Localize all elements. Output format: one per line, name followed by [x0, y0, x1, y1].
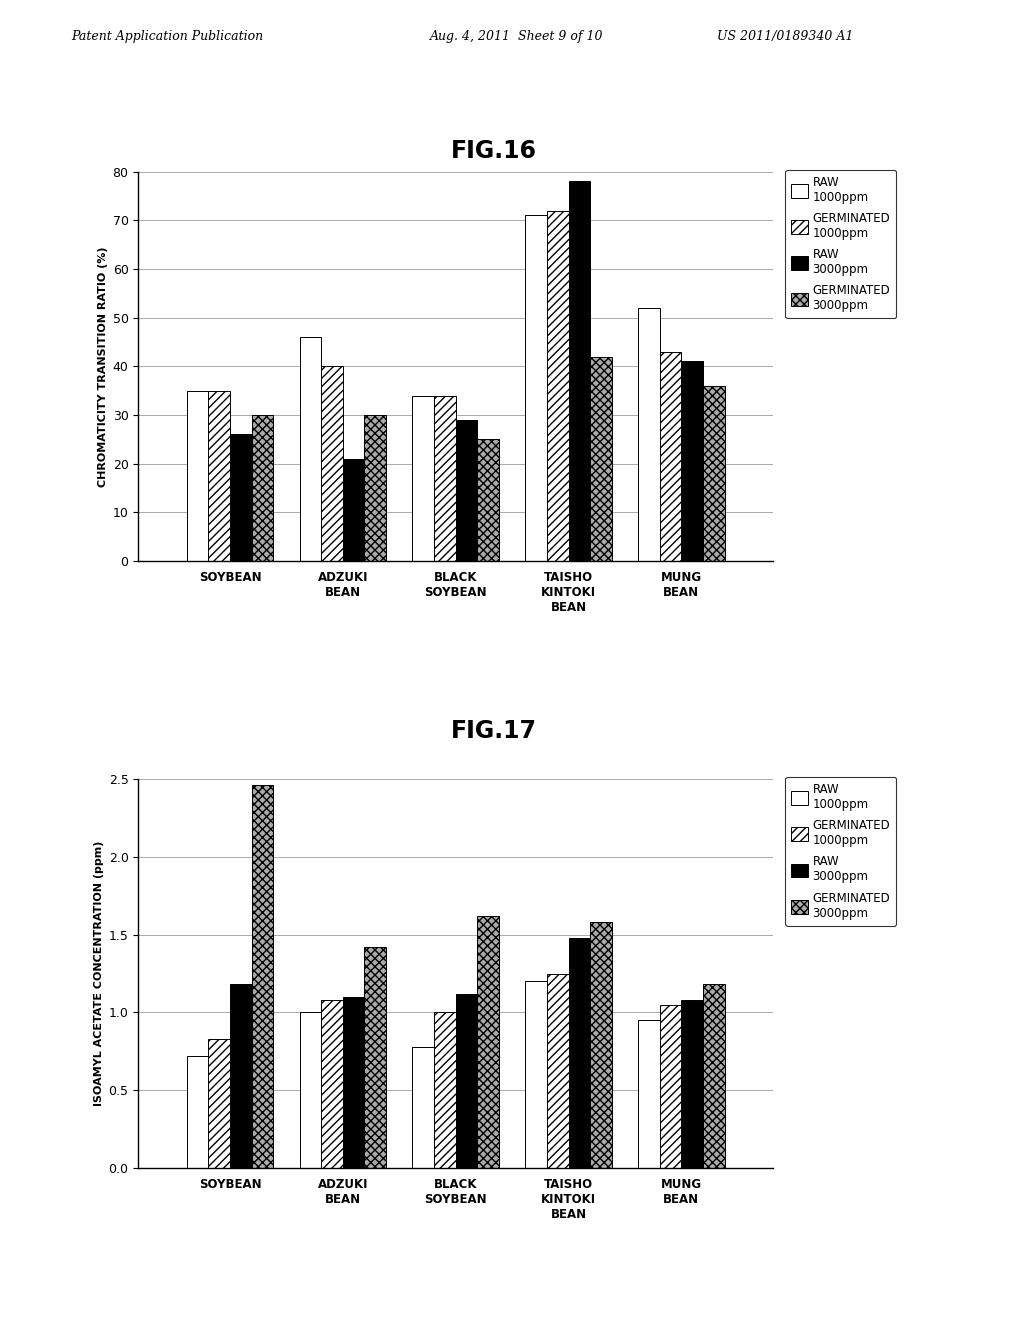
- Bar: [365, 414, 386, 561]
- Bar: [659, 351, 681, 561]
- Bar: [230, 434, 252, 561]
- Bar: [477, 916, 499, 1168]
- Bar: [186, 391, 208, 561]
- Bar: [230, 985, 252, 1168]
- Bar: [590, 356, 611, 561]
- Bar: [568, 937, 590, 1168]
- Bar: [681, 362, 703, 561]
- Legend: RAW
1000ppm, GERMINATED
1000ppm, RAW
3000ppm, GERMINATED
3000ppm: RAW 1000ppm, GERMINATED 1000ppm, RAW 300…: [785, 777, 896, 925]
- Bar: [525, 981, 547, 1168]
- Bar: [434, 1012, 456, 1168]
- Bar: [456, 994, 477, 1168]
- Bar: [322, 1001, 343, 1168]
- Bar: [252, 414, 273, 561]
- Bar: [568, 181, 590, 561]
- Bar: [638, 308, 659, 561]
- Text: Patent Application Publication: Patent Application Publication: [72, 30, 264, 44]
- Bar: [703, 985, 725, 1168]
- Bar: [590, 923, 611, 1168]
- Bar: [547, 211, 568, 561]
- Bar: [659, 1005, 681, 1168]
- Bar: [413, 1047, 434, 1168]
- Text: Aug. 4, 2011  Sheet 9 of 10: Aug. 4, 2011 Sheet 9 of 10: [430, 30, 603, 44]
- Y-axis label: CHROMATICITY TRANSITION RATIO (%): CHROMATICITY TRANSITION RATIO (%): [98, 246, 109, 487]
- Legend: RAW
1000ppm, GERMINATED
1000ppm, RAW
3000ppm, GERMINATED
3000ppm: RAW 1000ppm, GERMINATED 1000ppm, RAW 300…: [785, 170, 896, 318]
- Bar: [525, 215, 547, 561]
- Bar: [300, 337, 322, 561]
- Bar: [208, 1039, 230, 1168]
- Bar: [681, 1001, 703, 1168]
- Bar: [322, 367, 343, 561]
- Bar: [413, 396, 434, 561]
- Bar: [343, 459, 365, 561]
- Bar: [434, 396, 456, 561]
- Text: FIG.17: FIG.17: [451, 719, 537, 743]
- Bar: [186, 1056, 208, 1168]
- Bar: [300, 1012, 322, 1168]
- Bar: [638, 1020, 659, 1168]
- Bar: [365, 946, 386, 1168]
- Bar: [547, 974, 568, 1168]
- Text: US 2011/0189340 A1: US 2011/0189340 A1: [717, 30, 853, 44]
- Text: FIG.16: FIG.16: [451, 139, 537, 162]
- Bar: [252, 785, 273, 1168]
- Bar: [477, 440, 499, 561]
- Bar: [343, 997, 365, 1168]
- Bar: [456, 420, 477, 561]
- Bar: [208, 391, 230, 561]
- Y-axis label: ISOAMYL ACETATE CONCENTRATION (ppm): ISOAMYL ACETATE CONCENTRATION (ppm): [94, 841, 104, 1106]
- Bar: [703, 385, 725, 561]
